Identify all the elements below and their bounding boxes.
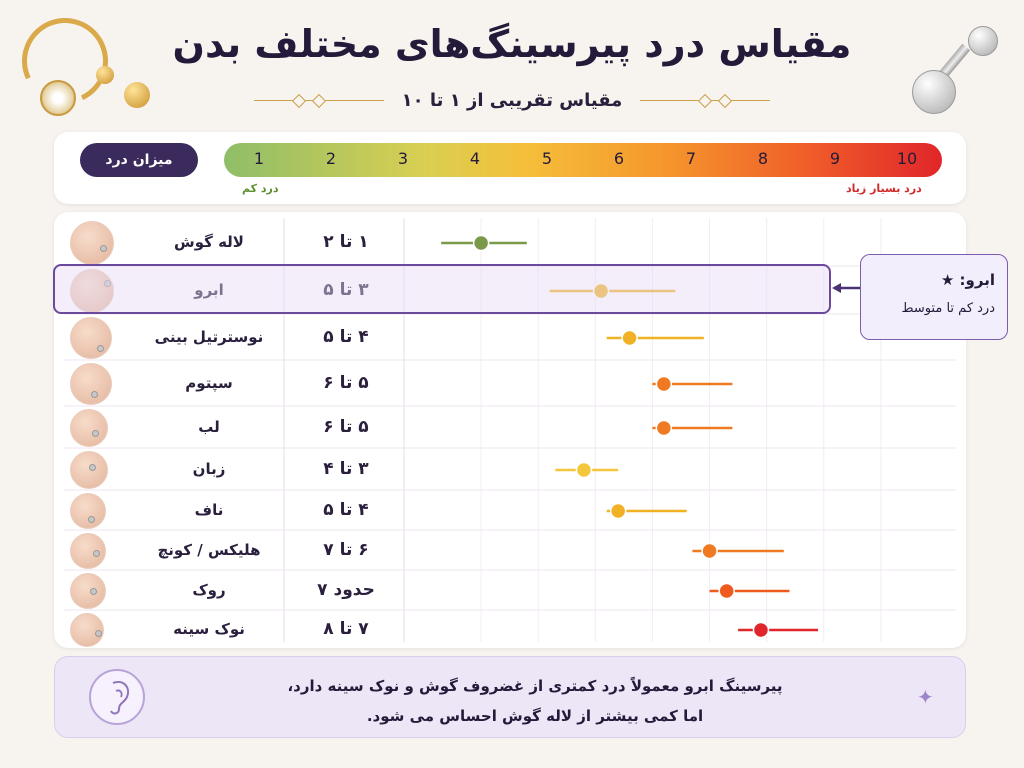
pain-point	[575, 461, 593, 479]
pain-range-label: ۵ تا ۶	[323, 373, 369, 393]
body-part-name: سپتوم	[185, 374, 233, 392]
pain-range-label: ۴ تا ۵	[323, 500, 369, 520]
table-row: روک حدود ۷	[54, 572, 966, 610]
piercing-jewel-icon	[92, 429, 100, 437]
pain-table: لاله گوش ۱ تا ۲ ابرو ۳ تا ۵ نوسترتیل بینی ۴ ت…	[54, 212, 966, 648]
piercing-jewel-icon	[88, 515, 96, 523]
scale-number: 9	[829, 149, 841, 168]
body-part-name: ابرو	[194, 281, 224, 299]
footer-text: پیرسینگ ابرو معمولاً درد کمتری از غضروف …	[235, 671, 835, 731]
footer-note: پیرسینگ ابرو معمولاً درد کمتری از غضروف …	[54, 656, 966, 738]
scale-number: 4	[469, 149, 481, 168]
body-part-name: نوک سینه	[173, 620, 245, 638]
pain-point	[718, 582, 735, 600]
gold-ball-icon	[96, 66, 114, 84]
body-part-image	[70, 493, 106, 529]
pain-point	[472, 234, 490, 252]
pain-range-label: ۳ تا ۵	[323, 280, 369, 300]
scale-number: 6	[613, 149, 625, 168]
scale-number: 5	[541, 149, 553, 168]
silver-ball-icon	[968, 26, 998, 56]
pain-range-label: ۷ تا ۸	[323, 619, 369, 639]
pain-point	[655, 419, 673, 437]
subtitle-row: مقیاس تقریبی از ۱ تا ۱۰	[0, 90, 1024, 111]
pain-point	[621, 329, 638, 347]
table-row: لاله گوش ۱ تا ۲	[54, 220, 966, 266]
table-row: هلیکس / کونچ ۶ تا ۷	[54, 532, 966, 570]
pain-scale-card: میزان درد 1 2 3 4 5 6 7 8 9 10 درد کم درد بسیار ز…	[54, 132, 966, 204]
piercing-jewel-icon	[103, 279, 111, 287]
body-part-image	[70, 533, 106, 569]
table-row: نوسترتیل بینی ۴ تا ۵	[54, 316, 966, 360]
low-pain-label: درد کم	[242, 182, 279, 195]
piercing-jewel-icon	[92, 549, 100, 557]
table-row: لب ۵ تا ۶	[54, 408, 966, 448]
sparkle-icon: ✦	[917, 685, 934, 709]
body-part-name: زبان	[192, 460, 226, 478]
gem-icon	[40, 80, 76, 116]
subtitle: مقیاس تقریبی از ۱ تا ۱۰	[401, 90, 623, 111]
crystal-ball-icon	[912, 70, 956, 114]
piercing-jewel-icon	[91, 391, 99, 399]
highlighted-row-eyebrow	[53, 264, 831, 314]
body-part-image	[70, 317, 112, 359]
pain-range-label: ۴ تا ۵	[323, 327, 369, 347]
body-part-image	[70, 363, 112, 405]
page-title: مقیاس درد پیرسینگ‌های مختلف بدن	[172, 22, 852, 66]
pain-range-label: ۶ تا ۷	[323, 540, 369, 560]
table-row: ناف ۴ تا ۵	[54, 492, 966, 530]
scale-number: 3	[397, 149, 409, 168]
piercing-jewel-icon	[89, 463, 97, 471]
pain-range-label: ۵ تا ۶	[323, 417, 369, 437]
callout-title: ابرو: ★	[940, 271, 995, 289]
callout-subtitle: درد کم تا متوسط	[901, 301, 995, 316]
pain-chart	[64, 218, 956, 642]
eyebrow-callout: ابرو: ★ درد کم تا متوسط	[860, 254, 1008, 340]
high-pain-label: درد بسیار زیاد	[846, 182, 922, 195]
pain-level-label: میزان درد	[80, 143, 198, 177]
body-part-image	[70, 573, 106, 609]
table-row: سپتوم ۵ تا ۶	[54, 362, 966, 406]
body-part-image	[70, 613, 104, 647]
ornament-right-icon	[640, 93, 771, 108]
pain-gradient-bar	[224, 143, 942, 177]
pain-point	[592, 282, 610, 300]
ear-icon	[89, 669, 145, 725]
scale-number: 10	[896, 149, 918, 168]
footer-line-2: اما کمی بیشتر از لاله گوش احساس می شود.	[366, 707, 704, 725]
pain-point	[701, 542, 718, 560]
piercing-jewel-icon	[99, 244, 107, 252]
piercing-jewel-icon	[96, 345, 104, 353]
body-part-name: هلیکس / کونچ	[157, 541, 261, 559]
scale-number: 8	[757, 149, 769, 168]
footer-line-1: پیرسینگ ابرو معمولاً درد کمتری از غضروف …	[287, 677, 783, 695]
pain-point	[752, 621, 770, 639]
pain-range-label: حدود ۷	[317, 580, 375, 600]
pain-range-label: ۱ تا ۲	[323, 232, 369, 252]
body-part-name: ناف	[194, 501, 224, 519]
gold-ball-icon	[124, 82, 150, 108]
piercing-jewel-icon	[94, 630, 102, 638]
body-part-name: روک	[192, 581, 226, 599]
scale-number: 1	[253, 149, 265, 168]
ornament-left-icon	[253, 93, 384, 108]
body-part-name: لب	[198, 418, 220, 436]
body-part-image	[70, 221, 114, 265]
body-part-name: نوسترتیل بینی	[154, 328, 264, 346]
body-part-image	[70, 409, 108, 447]
pain-point	[609, 502, 627, 520]
piercing-jewel-icon	[89, 588, 97, 596]
scale-number: 2	[325, 149, 337, 168]
pain-point	[655, 375, 673, 393]
table-row: نوک سینه ۷ تا ۸	[54, 612, 966, 648]
table-row: زبان ۳ تا ۴	[54, 450, 966, 490]
pain-range-label: ۳ تا ۴	[323, 459, 369, 479]
body-part-name: لاله گوش	[174, 233, 244, 251]
arrow-left-icon	[832, 283, 860, 293]
scale-number: 7	[685, 149, 697, 168]
body-part-image	[70, 451, 108, 489]
